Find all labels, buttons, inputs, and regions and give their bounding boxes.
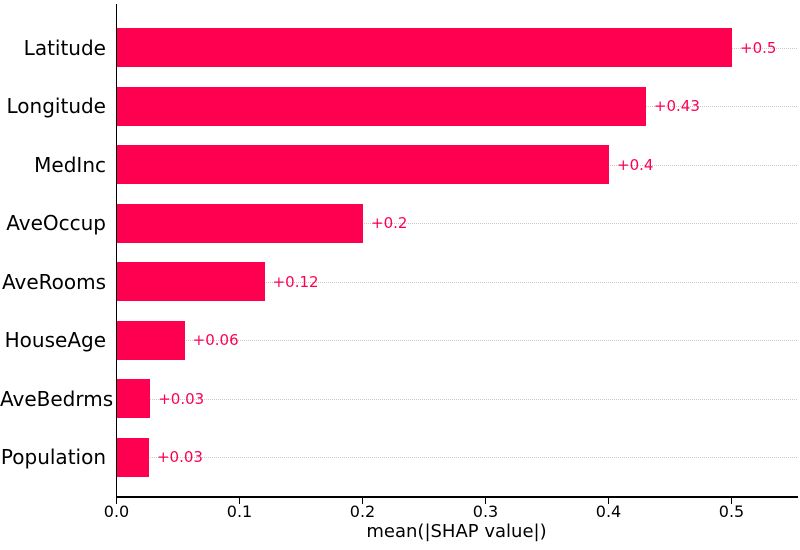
x-axis-title: mean(|SHAP value|) xyxy=(366,521,547,542)
bar-value-label: +0.43 xyxy=(653,97,700,115)
x-tick-label: 0.4 xyxy=(595,502,622,521)
y-tick-label: AveRooms xyxy=(1,269,106,294)
y-tick-label: Latitude xyxy=(23,35,106,60)
x-tick-label: 0.0 xyxy=(103,502,130,521)
x-tick-mark xyxy=(361,497,364,504)
y-tick-label: HouseAge xyxy=(4,328,106,352)
bar-value-label: +0.12 xyxy=(272,272,319,291)
y-axis-line xyxy=(115,4,117,497)
bar xyxy=(117,262,265,301)
bar xyxy=(117,28,732,67)
bar xyxy=(117,320,185,360)
bar-value-label: +0.06 xyxy=(192,331,239,349)
x-tick-label: 0.3 xyxy=(472,502,499,521)
bar xyxy=(117,145,609,184)
x-tick-label: 0.1 xyxy=(226,502,253,521)
x-tick-mark xyxy=(730,497,733,504)
x-tick-mark xyxy=(238,497,241,504)
bar-value-label: +0.03 xyxy=(158,389,205,408)
bar-value-label: +0.4 xyxy=(617,155,654,174)
x-tick-mark xyxy=(607,497,610,504)
x-tick-label: 0.2 xyxy=(349,502,376,521)
y-tick-label: AveOccup xyxy=(6,211,106,235)
gridline xyxy=(117,281,797,283)
y-tick-label: AveBedrms xyxy=(0,386,114,411)
gridline xyxy=(117,457,797,458)
y-tick-label: MedInc xyxy=(34,152,106,177)
bar xyxy=(117,379,151,418)
bar-value-label: +0.03 xyxy=(156,448,203,466)
x-tick-mark xyxy=(115,497,118,504)
bar xyxy=(117,86,646,126)
bar-value-label: +0.2 xyxy=(371,214,408,232)
y-tick-label: Population xyxy=(0,445,106,469)
x-tick-mark xyxy=(484,497,487,504)
bar-value-label: +0.5 xyxy=(740,38,777,57)
y-tick-label: Longitude xyxy=(6,94,106,118)
gridline xyxy=(117,398,797,400)
gridline xyxy=(117,223,797,224)
x-tick-label: 0.5 xyxy=(718,502,745,521)
bar xyxy=(117,437,149,477)
gridline xyxy=(117,340,797,341)
bar xyxy=(117,203,363,243)
x-axis-line xyxy=(115,496,798,498)
